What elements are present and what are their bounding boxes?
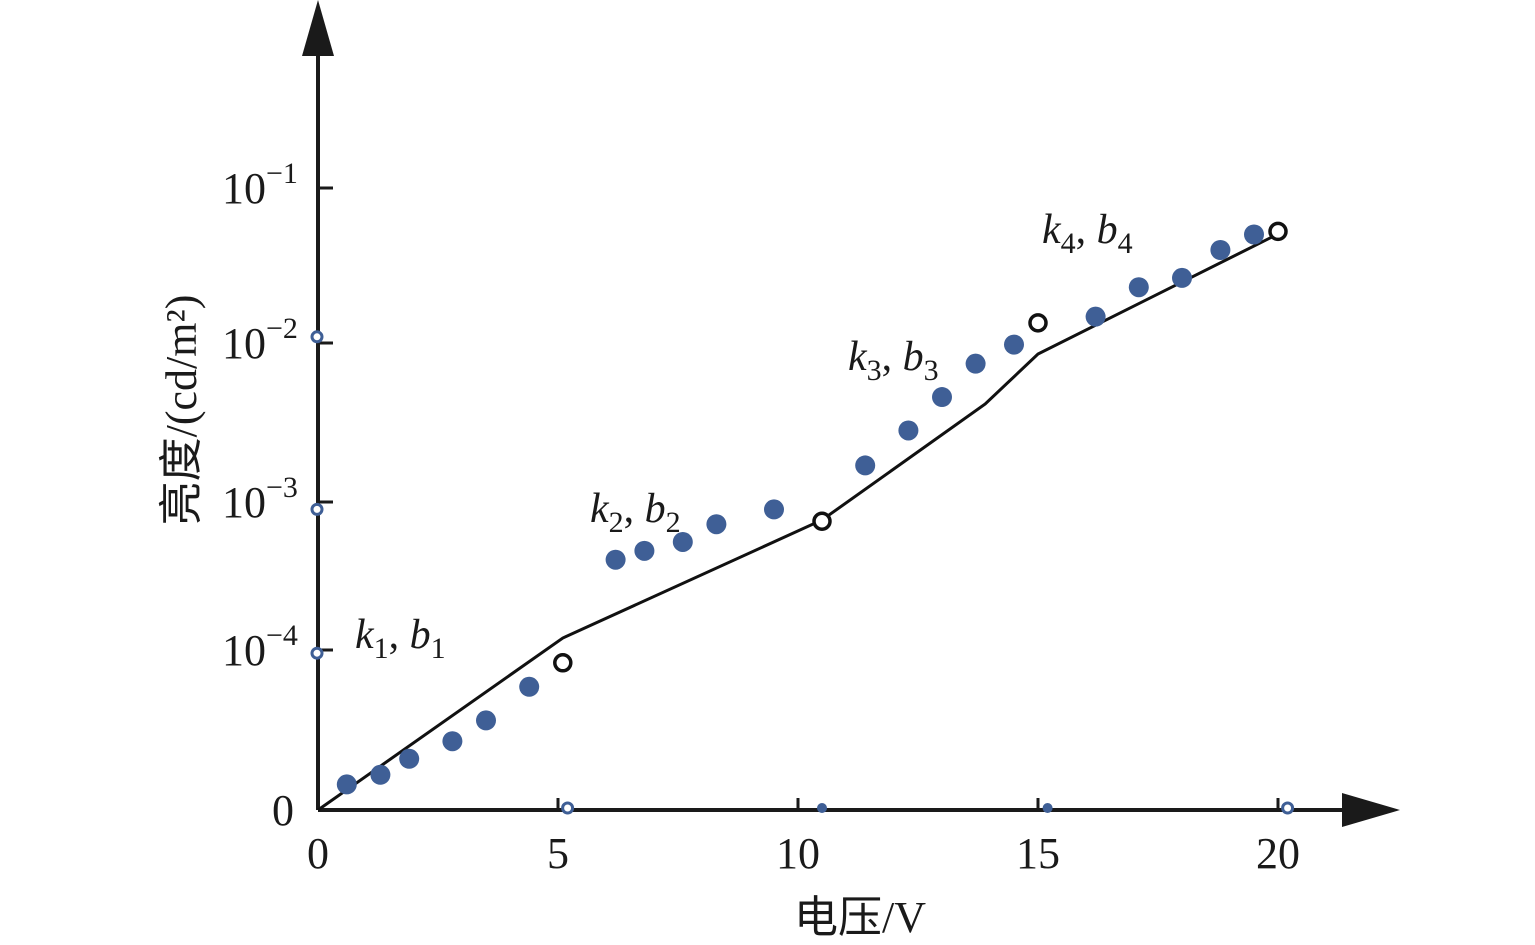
x-tick-label: 0 [307, 829, 329, 878]
data-point [519, 676, 540, 697]
data-point [1172, 267, 1192, 288]
x-axis-label: 电压/V [794, 893, 926, 942]
data-point [672, 531, 693, 552]
data-point [1085, 306, 1106, 327]
data-point [932, 387, 952, 408]
data-point [1004, 334, 1024, 355]
data-point [764, 499, 784, 520]
data-points [336, 224, 1264, 795]
breakpoint [1268, 221, 1288, 242]
y-tick-label: 10−4 [222, 619, 298, 675]
data-point [1128, 277, 1149, 298]
breakpoints [553, 221, 1288, 673]
axis-dot [1281, 801, 1295, 815]
data-point [1244, 224, 1264, 245]
data-point [634, 540, 655, 561]
breakpoint [553, 653, 573, 673]
data-point [442, 731, 463, 752]
fit-line-group [317, 232, 1279, 812]
axis-dot [561, 801, 575, 815]
data-point [399, 748, 420, 769]
data-point [605, 549, 626, 570]
data-point [898, 420, 919, 441]
x-axis-arrow [1342, 793, 1400, 827]
data-point [336, 774, 357, 795]
segment-label: k2, b2 [590, 486, 681, 539]
x-tick-label: 5 [547, 829, 569, 878]
axes [302, 0, 1400, 827]
axis-dots [310, 330, 1295, 815]
data-point [476, 710, 496, 731]
axis-dot [310, 646, 324, 660]
x-tick-label: 20 [1256, 829, 1300, 878]
y-tick-label: 10−1 [222, 157, 298, 213]
y-axis-label: 亮度/(cd/m²) [157, 295, 206, 526]
y-tick-label: 10−3 [222, 471, 298, 527]
x-ticks: 0 5 10 15 20 [307, 798, 1300, 878]
data-point [1210, 240, 1231, 260]
breakpoint [812, 511, 832, 531]
breakpoint [1028, 313, 1048, 333]
axis-dot [1042, 803, 1053, 813]
fit-line [317, 232, 1279, 812]
data-point [370, 764, 391, 785]
data-point [706, 514, 727, 535]
y-axis-arrow [302, 0, 334, 56]
axis-dot [310, 330, 324, 344]
x-tick-label: 15 [1016, 829, 1060, 878]
x-tick-label: 10 [776, 829, 820, 878]
y-tick-label: 10−2 [222, 312, 298, 368]
axis-dot [817, 803, 827, 813]
y-ticks: 0 10−4 10−3 10−2 10−1 [222, 157, 333, 835]
axis-dot [310, 502, 324, 516]
segment-labels: k1, b1 k2, b2 k3, b3 k4, b4 [355, 207, 1133, 665]
data-point [855, 455, 876, 476]
y-tick-label: 0 [272, 786, 294, 835]
segment-label: k1, b1 [355, 612, 446, 665]
segment-label: k4, b4 [1042, 207, 1133, 260]
data-point [965, 353, 986, 374]
segment-label: k3, b3 [848, 334, 939, 387]
